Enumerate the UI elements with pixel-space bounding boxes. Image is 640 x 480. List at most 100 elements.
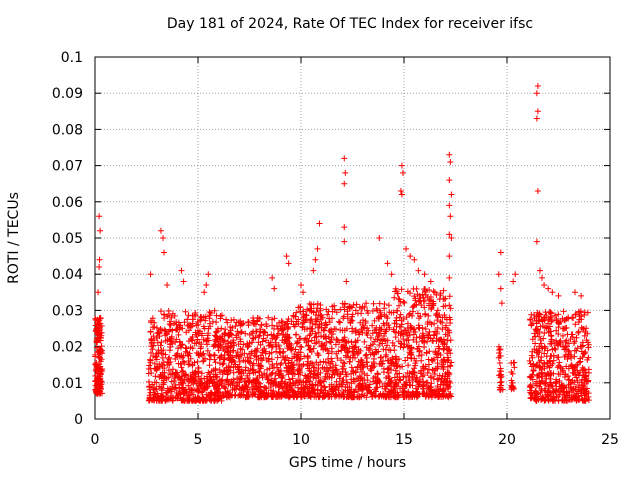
data-point <box>531 311 538 318</box>
data-point <box>210 373 217 380</box>
data-point <box>314 387 321 394</box>
y-tick-label: 0.08 <box>52 122 83 138</box>
data-point <box>159 235 166 241</box>
data-point <box>533 238 540 245</box>
data-point <box>293 318 300 325</box>
data-point <box>166 361 173 368</box>
data-point <box>409 373 416 380</box>
data-point <box>354 350 361 357</box>
data-point <box>537 323 544 330</box>
data-point <box>165 356 172 363</box>
data-point <box>94 381 101 388</box>
data-point <box>544 359 551 366</box>
data-point <box>233 334 240 341</box>
data-point <box>252 328 259 335</box>
data-point <box>308 337 315 344</box>
data-point <box>161 373 168 380</box>
data-point <box>512 271 519 278</box>
data-point <box>200 323 207 330</box>
data-point <box>164 282 171 289</box>
data-point <box>224 370 231 377</box>
data-point <box>224 394 231 401</box>
data-point <box>306 367 313 374</box>
data-point <box>553 316 560 323</box>
data-point <box>510 278 517 285</box>
data-point <box>158 339 165 346</box>
data-point <box>246 340 253 347</box>
data-point <box>315 378 322 385</box>
data-point <box>245 358 252 365</box>
data-point <box>254 345 261 352</box>
data-point <box>416 325 423 332</box>
data-point <box>581 366 588 373</box>
data-point <box>584 378 591 385</box>
data-point <box>147 328 154 335</box>
data-point <box>376 342 383 349</box>
data-point <box>316 323 323 330</box>
data-point <box>446 274 453 281</box>
data-point <box>534 187 541 194</box>
data-point <box>534 82 541 89</box>
data-point <box>160 359 167 366</box>
data-point <box>442 331 449 338</box>
data-point <box>344 311 351 318</box>
data-point <box>376 379 383 386</box>
data-point <box>267 372 274 379</box>
data-point <box>314 371 321 378</box>
data-point <box>198 341 205 348</box>
data-point <box>576 313 583 320</box>
data-point <box>446 293 453 300</box>
data-point <box>276 372 283 379</box>
data-point <box>390 309 397 316</box>
data-point <box>564 392 571 399</box>
data-point <box>206 312 213 319</box>
data-point <box>165 374 172 381</box>
data-point <box>185 382 192 389</box>
x-tick-label: 0 <box>91 432 100 448</box>
data-point <box>563 337 570 344</box>
data-point <box>342 352 349 359</box>
data-point <box>320 334 327 341</box>
data-point <box>302 393 309 400</box>
data-point <box>96 263 103 270</box>
data-point <box>176 339 183 346</box>
data-point <box>263 373 270 380</box>
data-point <box>445 354 452 361</box>
data-point <box>509 379 516 386</box>
data-point <box>94 390 101 397</box>
data-point <box>285 315 292 322</box>
data-point <box>322 373 329 380</box>
y-tick-label: 0.09 <box>52 86 83 102</box>
data-point <box>179 367 186 374</box>
data-point <box>427 278 434 285</box>
data-point <box>386 375 393 382</box>
data-point <box>153 334 160 341</box>
data-point <box>406 290 413 297</box>
data-point <box>384 366 391 373</box>
data-point <box>417 297 424 304</box>
data-point <box>178 344 185 351</box>
data-point <box>173 369 180 376</box>
data-point <box>391 294 398 301</box>
data-point <box>508 360 515 367</box>
data-point <box>194 318 201 325</box>
data-point <box>340 315 347 322</box>
data-point <box>530 367 537 374</box>
data-point <box>304 335 311 342</box>
data-point <box>561 325 568 332</box>
data-point <box>528 394 535 401</box>
data-point <box>416 348 423 355</box>
data-point <box>533 115 540 122</box>
data-point <box>442 358 449 365</box>
data-point <box>214 328 221 335</box>
data-point <box>424 293 431 300</box>
data-point <box>321 384 328 391</box>
data-point <box>232 361 239 368</box>
data-point <box>411 369 418 376</box>
data-point <box>374 379 381 386</box>
y-axis-label: ROTI / TECUs <box>6 192 22 284</box>
data-point <box>284 325 291 332</box>
data-point <box>162 332 169 339</box>
data-point <box>346 303 353 310</box>
data-point <box>273 348 280 355</box>
